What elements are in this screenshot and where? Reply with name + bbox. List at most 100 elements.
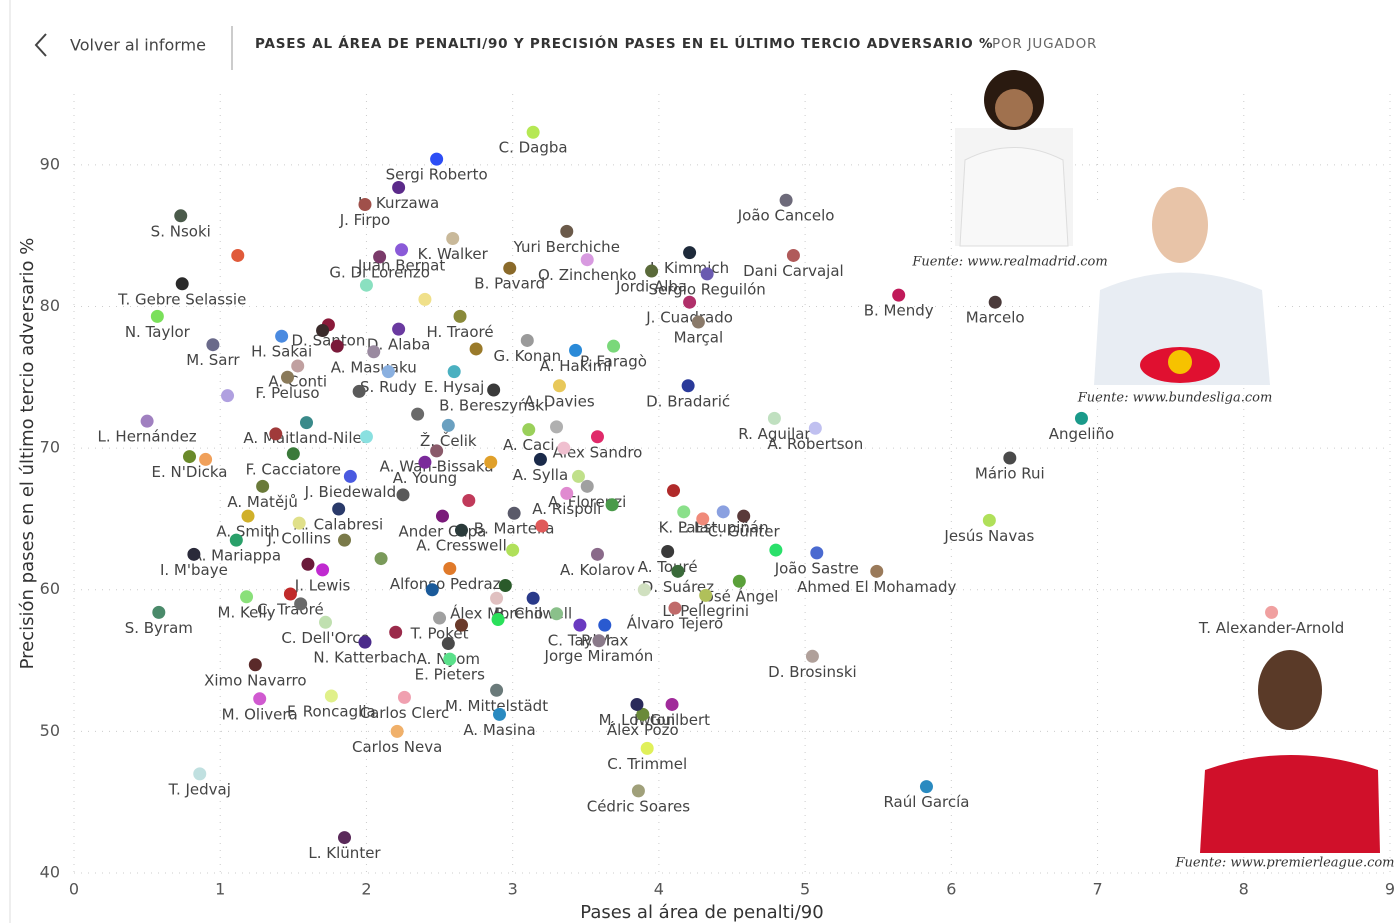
point-label: Jesús Navas [943, 527, 1034, 545]
point [433, 611, 447, 625]
point-label: S. Nsoki [151, 222, 211, 240]
point-label: O. Zinchenko [538, 266, 637, 284]
point [462, 493, 476, 507]
point [392, 180, 406, 194]
point-label: Cédric Soares [587, 797, 691, 815]
point-label: João Sastre [774, 559, 859, 577]
point-label: B. Pavard [474, 275, 545, 293]
point [367, 345, 381, 359]
point [256, 479, 270, 493]
point-label: F. Guilbert [634, 711, 710, 729]
point [1074, 411, 1088, 425]
point-label: A. Matějů [227, 493, 297, 511]
point-label: A. Touré [638, 558, 698, 576]
point-label: E. Hysaj [424, 378, 484, 396]
point [580, 253, 594, 267]
point-label: A. Sylla [513, 466, 568, 484]
point [571, 469, 585, 483]
point [301, 557, 315, 571]
point [805, 649, 819, 663]
point-label: H. Sakai [251, 343, 312, 361]
photo-credit: Fuente: www.bundesliga.com [1077, 391, 1273, 406]
point-label: J. Cuadrado [645, 309, 733, 327]
back-icon[interactable] [34, 33, 47, 57]
point [411, 407, 425, 421]
point [275, 329, 289, 343]
point [569, 343, 583, 357]
point-label: T. Poket [410, 625, 469, 643]
point [808, 421, 822, 435]
x-tick-label: 6 [946, 880, 956, 899]
point [526, 125, 540, 139]
point [631, 784, 645, 798]
point-label: Alfonso Pedraza [390, 575, 510, 593]
point-label: T. Alexander-Arnold [1198, 619, 1344, 637]
point [535, 519, 549, 533]
point-label: Ximo Navarro [204, 671, 306, 689]
point-label: D. Suárez [642, 578, 714, 596]
point [503, 261, 517, 275]
point-label: G. Di Lorenzo [329, 263, 430, 281]
point [526, 591, 540, 605]
point [661, 544, 675, 558]
point-labels: Sergi Roberto C. Dagba L. Kurzawa Yuri Berc… [98, 139, 1345, 862]
point [283, 587, 297, 601]
point-label: A. Cresswell [416, 537, 507, 555]
point [988, 295, 1002, 309]
point [592, 634, 606, 648]
point-label: E. N'Dicka [152, 463, 228, 481]
point-label: Raúl García [883, 793, 969, 811]
y-tick-label: 50 [40, 721, 60, 740]
point [418, 455, 432, 469]
point [435, 509, 449, 523]
photo-credit: Fuente: www.premierleague.com [1174, 856, 1394, 871]
point [507, 506, 521, 520]
point-label: C. Dagba [499, 139, 568, 157]
point-label: N. Taylor [125, 323, 191, 341]
point-label: H. Traoré [426, 323, 493, 341]
x-axis-title: Pases al área de penalti/90 [580, 902, 823, 923]
x-tick-label: 8 [1239, 880, 1249, 899]
point [607, 339, 621, 353]
point [699, 588, 713, 602]
point [299, 416, 313, 430]
point [700, 267, 714, 281]
point [982, 513, 996, 527]
point [446, 231, 460, 245]
point [454, 618, 468, 632]
point-label: A. Davies [524, 392, 595, 410]
point [330, 339, 344, 353]
point-label: J. Collins [266, 530, 331, 548]
point-label: João Cancelo [737, 207, 835, 225]
point-label: D. Brosinski [768, 663, 857, 681]
point [892, 288, 906, 302]
point-label: E. Pieters [415, 666, 485, 684]
point [390, 724, 404, 738]
point [187, 547, 201, 561]
point [870, 564, 884, 578]
point [229, 533, 243, 547]
point [605, 498, 619, 512]
point [557, 441, 571, 455]
point-label: D. Santon [291, 331, 365, 349]
point [667, 484, 681, 498]
back-link[interactable]: Volver al informe [70, 36, 206, 55]
point [691, 315, 705, 329]
x-tick-label: 1 [215, 880, 225, 899]
point [373, 250, 387, 264]
point-label: A. Maitland-Niles [243, 429, 369, 447]
point-label: M. Mittelstädt [445, 697, 548, 715]
point [316, 563, 330, 577]
point [1003, 451, 1017, 465]
point [573, 618, 587, 632]
point-label: A. Mariappa [192, 547, 281, 565]
point-label: T. Jedvaj [168, 780, 231, 798]
point-label: B. Mendy [864, 302, 934, 320]
point-label: Ahmed El Mohamady [797, 578, 956, 596]
point-label: Jordi Alba [615, 278, 687, 296]
x-tick-label: 4 [654, 880, 664, 899]
point-label: A. Young [393, 469, 457, 487]
point [640, 741, 654, 755]
point-label: C. Traoré [257, 600, 324, 618]
